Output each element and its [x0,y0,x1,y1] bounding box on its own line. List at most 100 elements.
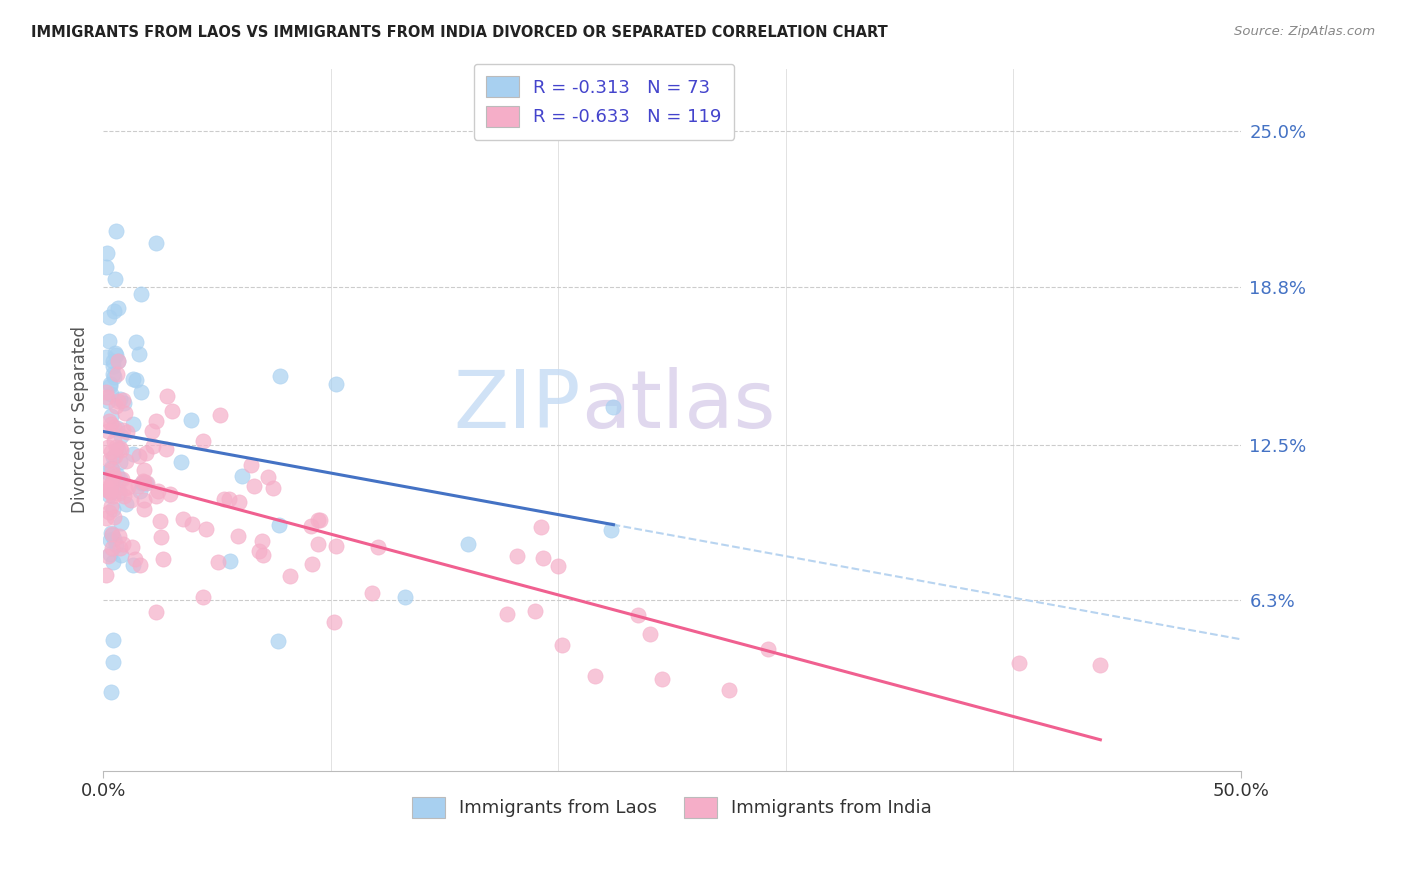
Point [1090,657,1112,672]
Point [103,632,125,647]
Point [127,479,149,493]
Point [94,511,117,525]
Point [110,455,132,469]
Point [98,485,121,500]
Point [105,224,128,238]
Point [208,409,231,423]
Point [531,551,554,566]
Point [134,462,156,476]
Point [115,497,138,511]
Point [231,468,253,483]
Point [121,417,143,431]
Point [124,334,146,349]
Point [135,446,157,460]
Point [269,368,291,383]
Point [107,353,129,368]
Point [114,482,136,496]
Point [250,534,273,549]
Point [193,590,215,604]
Point [228,529,250,543]
Point [252,548,274,562]
Point [524,604,547,618]
Point [98,413,121,427]
Point [131,475,153,489]
Point [110,541,132,556]
Point [100,685,122,699]
Point [103,419,125,434]
Point [96,390,118,404]
Point [307,536,329,550]
Point [122,558,145,572]
Point [135,476,157,491]
Point [101,354,124,368]
Point [717,682,740,697]
Text: IMMIGRANTS FROM LAOS VS IMMIGRANTS FROM INDIA DIVORCED OR SEPARATED CORRELATION : IMMIGRANTS FROM LAOS VS IMMIGRANTS FROM … [31,25,887,40]
Point [100,376,122,391]
Point [145,605,167,619]
Point [124,373,146,387]
Point [269,517,291,532]
Point [212,491,235,506]
Point [96,384,118,399]
Point [129,286,152,301]
Point [100,499,122,513]
Point [267,634,290,648]
Point [103,304,125,318]
Point [146,484,169,499]
Point [96,393,118,408]
Point [105,421,128,435]
Point [172,511,194,525]
Point [107,354,129,368]
Point [122,447,145,461]
Point [108,472,131,486]
Point [325,539,347,553]
Point [322,615,344,630]
Point [97,334,120,349]
Point [107,301,129,315]
Point [103,346,125,360]
Point [121,541,143,555]
Point [97,424,120,438]
Point [111,537,134,551]
Point [530,520,553,534]
Point [228,495,250,509]
Point [105,348,128,362]
Point [110,548,132,562]
Point [207,555,229,569]
Point [367,540,389,554]
Point [583,669,606,683]
Point [105,467,128,482]
Point [299,518,322,533]
Point [104,450,127,464]
Point [98,483,121,498]
Point [160,404,183,418]
Point [301,558,323,572]
Point [149,530,172,544]
Point [104,440,127,454]
Point [155,442,177,457]
Point [100,409,122,423]
Text: ZIP: ZIP [454,367,581,444]
Point [107,484,129,499]
Point [97,310,120,324]
Point [218,491,240,506]
Point [100,387,122,401]
Point [640,626,662,640]
Point [100,417,122,431]
Point [105,400,128,414]
Point [1008,656,1031,670]
Point [128,346,150,360]
Point [98,379,121,393]
Point [142,439,165,453]
Point [100,445,122,459]
Point [145,235,167,250]
Point [107,393,129,408]
Point [111,423,134,437]
Point [103,434,125,449]
Point [129,384,152,399]
Point [156,389,179,403]
Point [101,489,124,503]
Point [103,501,125,516]
Point [96,483,118,497]
Point [107,442,129,457]
